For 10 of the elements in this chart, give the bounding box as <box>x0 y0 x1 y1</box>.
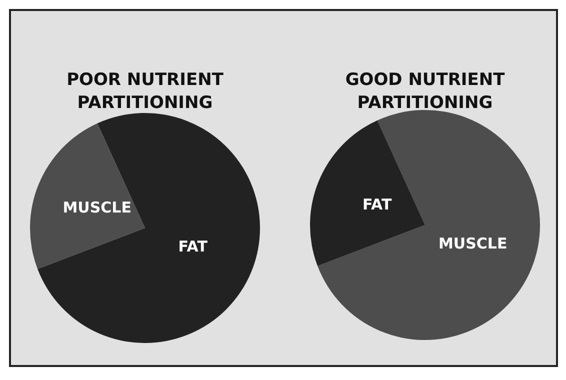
pie-slice <box>38 113 260 343</box>
pie-slice <box>318 110 540 340</box>
chart-title: POOR NUTRIENT PARTITIONING <box>66 70 224 113</box>
slice-label: FAT <box>362 195 392 214</box>
slice-label: FAT <box>178 238 208 256</box>
pie-slice <box>30 123 145 270</box>
chart-title: GOOD NUTRIENT PARTITIONING <box>345 70 506 113</box>
slice-label: MUSCLE <box>62 198 132 216</box>
slice-label: MUSCLE <box>438 234 508 253</box>
pie-slice <box>310 120 425 266</box>
